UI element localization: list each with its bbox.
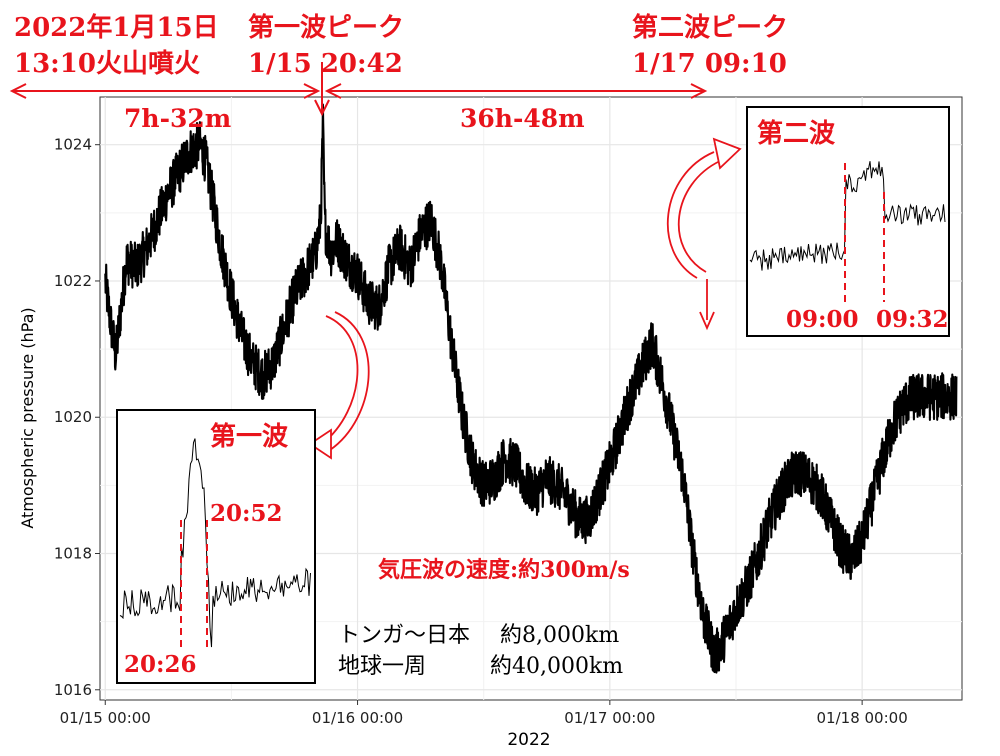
y-tick-label: 1024	[54, 136, 92, 154]
inset-first-title: 第一波	[210, 421, 289, 452]
distance-tonga-label: トンガ～日本	[338, 623, 470, 648]
inset-first-wave-line	[119, 438, 311, 648]
inset-first-wave	[116, 409, 316, 684]
pressure-series-line	[104, 103, 958, 674]
top-arrows	[9, 62, 708, 117]
distance-tonga-value: 約8,000km	[500, 623, 619, 648]
peak2-time: 1/17 09:10	[632, 49, 787, 79]
inset-second-end-time: 09:32	[876, 306, 949, 333]
y-tick-label: 1020	[54, 408, 92, 426]
interval1-label: 7h-32m	[124, 104, 231, 133]
peak1-time: 1/15 20:42	[248, 49, 403, 79]
inset-first-start-time: 20:26	[124, 651, 197, 678]
inset-first-end-time: 20:52	[210, 500, 283, 527]
interval2-label: 36h-48m	[460, 104, 585, 133]
distance-earth-label: 地球一周	[338, 654, 426, 679]
inset-second-wave-line	[749, 161, 946, 271]
y-axis-label: Atmospheric pressure (hPa)	[18, 307, 37, 528]
inset-second-wave	[746, 106, 950, 337]
eruption-time: 13:10火山噴火	[14, 49, 200, 79]
speed-label: 気圧波の速度:約300m/s	[378, 557, 630, 583]
y-tick-label: 1022	[54, 272, 92, 290]
inset-second-start-time: 09:00	[786, 306, 859, 333]
x-tick-label: 01/15 00:00	[60, 709, 151, 727]
x-axis-label: 2022	[507, 730, 550, 750]
inset-second-title: 第二波	[757, 118, 836, 149]
x-tick-label: 01/17 00:00	[564, 709, 655, 727]
x-tick-label: 01/16 00:00	[312, 709, 403, 727]
curved-arrows	[308, 137, 742, 460]
y-tick-label: 1018	[54, 545, 92, 563]
y-tick-label: 1016	[54, 681, 92, 699]
eruption-date: 2022年1月15日	[14, 12, 219, 43]
peak2-title: 第二波ピーク	[632, 12, 788, 43]
x-axis-ticks: 01/15 00:00 01/16 00:00 01/17 00:00 01/18 0…	[60, 700, 908, 727]
y-axis-ticks: 1016 1018 1020 1022 1024	[54, 136, 100, 699]
peak1-title: 第一波ピーク	[248, 12, 404, 43]
distance-earth-value: 約40,000km	[490, 654, 623, 679]
x-tick-label: 01/18 00:00	[817, 709, 908, 727]
